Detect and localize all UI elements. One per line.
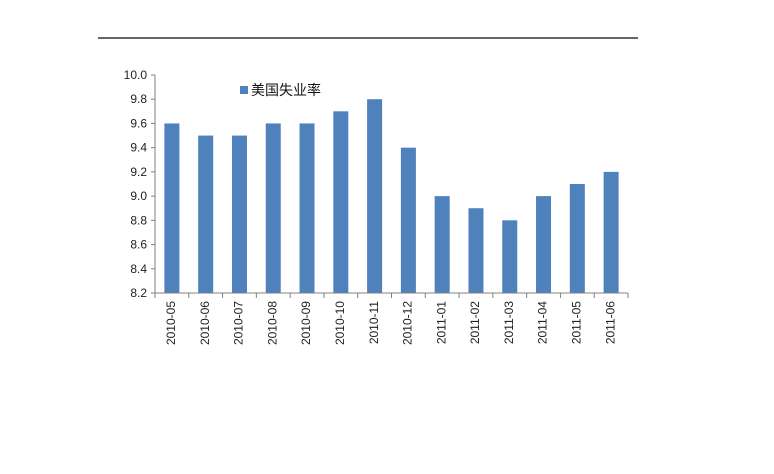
x-tick-label-2010-06: 2010-06 (198, 301, 212, 345)
bar-2010-07 (231, 135, 247, 293)
y-tick-label-9.0: 9.0 (130, 189, 147, 203)
x-tick-label-2011-04: 2011-04 (536, 301, 550, 344)
x-tick-label-2010-10: 2010-10 (333, 301, 347, 345)
bar-2010-12 (400, 147, 416, 293)
axes-group (151, 74, 629, 298)
bar-2010-10 (333, 111, 349, 293)
legend: 美国失业率 (240, 82, 321, 99)
y-tick-label-9.6: 9.6 (130, 116, 147, 130)
x-tick-label-2010-11: 2010-11 (367, 301, 381, 344)
x-tick-label-2011-02: 2011-02 (468, 301, 482, 344)
bar-2010-08 (265, 123, 281, 293)
bar-2010-11 (367, 99, 383, 293)
bar-2011-06 (603, 171, 619, 293)
y-tick-label-8.4: 8.4 (130, 262, 147, 276)
y-tick-label-8.8: 8.8 (130, 213, 147, 227)
x-tick-label-2010-12: 2010-12 (401, 301, 415, 345)
bar-2011-04 (536, 196, 552, 293)
bar-2010-09 (299, 123, 315, 293)
y-tick-label-10.0: 10.0 (124, 68, 148, 82)
y-tick-label-8.2: 8.2 (130, 286, 147, 300)
bar-2010-06 (198, 135, 214, 293)
bars-group (164, 99, 619, 293)
x-tick-label-2011-05: 2011-05 (569, 301, 583, 344)
bar-2011-02 (468, 208, 484, 293)
y-tick-label-8.6: 8.6 (130, 238, 147, 252)
y-tick-label-9.8: 9.8 (130, 92, 147, 106)
bar-2011-03 (502, 220, 518, 293)
legend-label: 美国失业率 (251, 82, 321, 99)
bar-2011-05 (569, 184, 585, 293)
x-tick-label-2011-01: 2011-01 (434, 301, 448, 344)
y-tick-label-9.2: 9.2 (130, 165, 147, 179)
bar-2010-05 (164, 123, 180, 293)
x-tick-label-2010-07: 2010-07 (232, 301, 246, 345)
x-tick-label-2010-05: 2010-05 (164, 301, 178, 345)
bar-2011-01 (434, 196, 450, 293)
x-tick-label-2011-06: 2011-06 (603, 301, 617, 344)
x-tick-labels: 2010-05 2010-06 2010-07 2010-08 2010-09 2010-… (164, 301, 617, 345)
legend-swatch (240, 86, 248, 94)
y-tick-label-9.4: 9.4 (130, 141, 147, 155)
x-tick-label-2010-09: 2010-09 (299, 301, 313, 345)
y-tick-labels: 8.2 8.4 8.6 8.8 9.0 9.2 9.4 9.6 9.8 10.0 (124, 68, 148, 300)
x-tick-label-2011-03: 2011-03 (502, 301, 516, 344)
x-tick-label-2010-08: 2010-08 (265, 301, 279, 345)
